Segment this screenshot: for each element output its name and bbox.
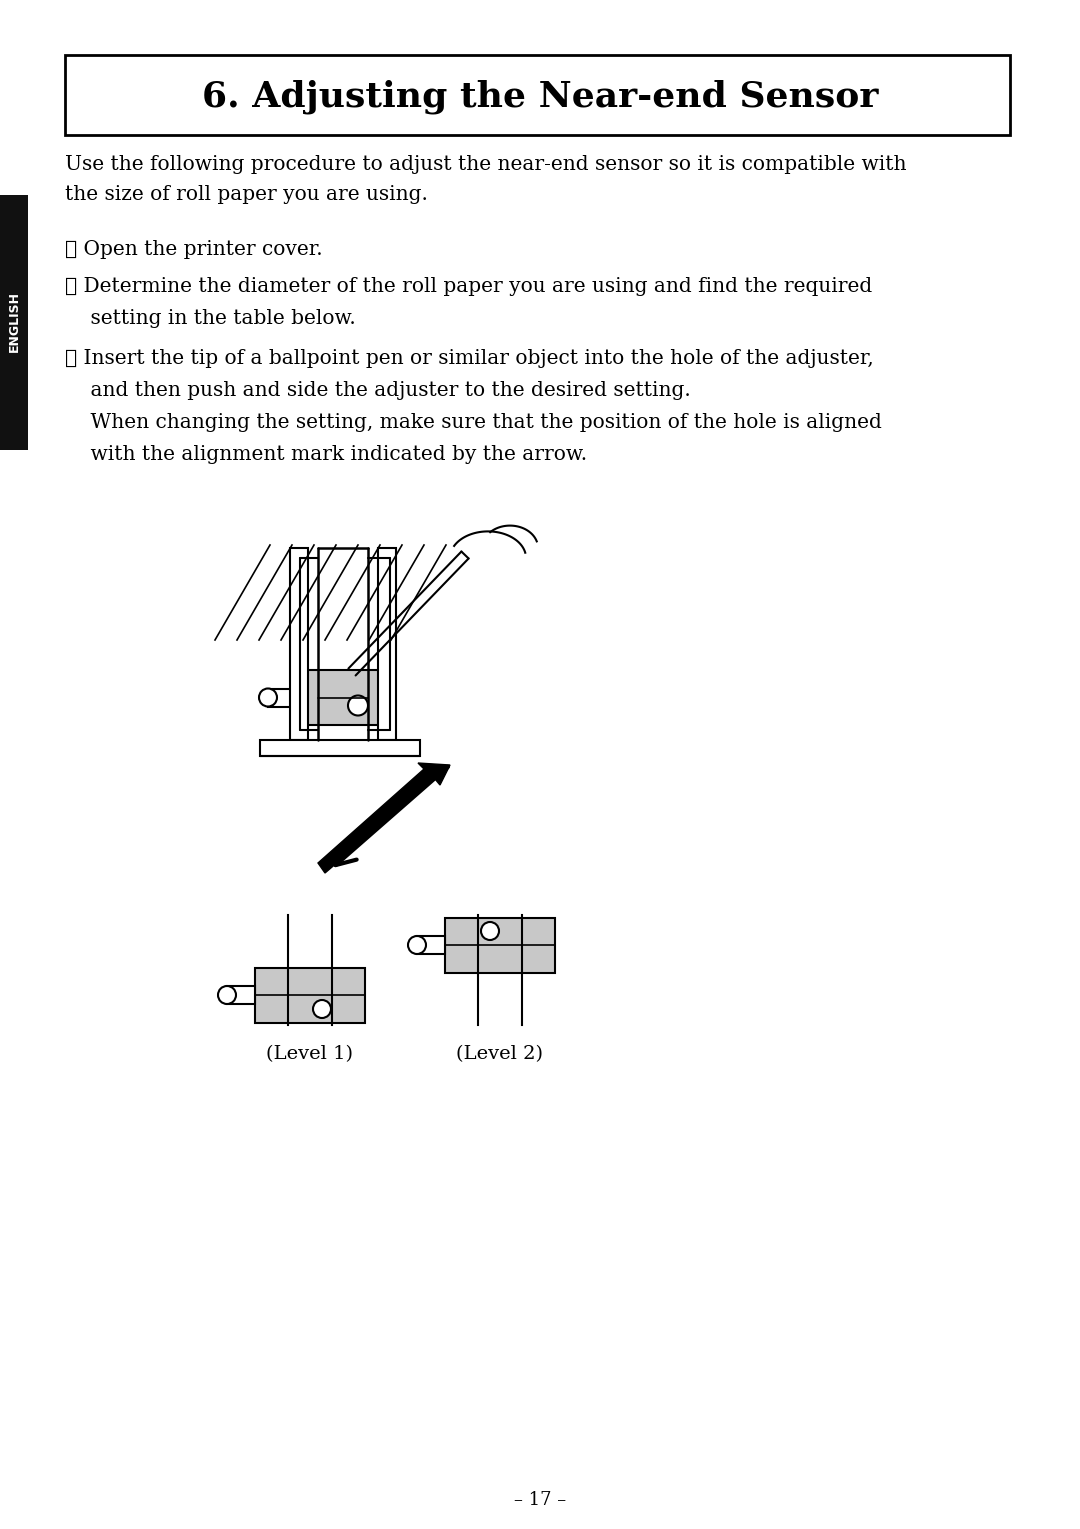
Text: ENGLISH: ENGLISH xyxy=(8,292,21,353)
Text: – 17 –: – 17 – xyxy=(514,1491,566,1509)
Bar xyxy=(227,986,255,1005)
Text: ① Open the printer cover.: ① Open the printer cover. xyxy=(65,240,323,258)
Text: (Level 2): (Level 2) xyxy=(457,1044,543,1063)
Bar xyxy=(291,547,308,740)
Bar xyxy=(298,670,392,725)
Circle shape xyxy=(348,696,368,716)
Text: When changing the setting, make sure that the position of the hole is aligned: When changing the setting, make sure tha… xyxy=(65,413,882,433)
Bar xyxy=(378,547,396,740)
Text: with the alignment mark indicated by the arrow.: with the alignment mark indicated by the… xyxy=(65,445,588,463)
Bar xyxy=(260,740,420,755)
Text: ③ Insert the tip of a ballpoint pen or similar object into the hole of the adjus: ③ Insert the tip of a ballpoint pen or s… xyxy=(65,349,874,368)
Text: ② Determine the diameter of the roll paper you are using and find the required: ② Determine the diameter of the roll pap… xyxy=(65,277,873,297)
Text: the size of roll paper you are using.: the size of roll paper you are using. xyxy=(65,185,428,203)
Text: setting in the table below.: setting in the table below. xyxy=(65,309,355,329)
Circle shape xyxy=(218,986,237,1005)
Bar xyxy=(445,917,555,972)
Circle shape xyxy=(313,1000,330,1018)
Text: and then push and side the adjuster to the desired setting.: and then push and side the adjuster to t… xyxy=(65,381,691,401)
Bar xyxy=(268,688,300,706)
Bar xyxy=(65,55,1010,135)
Bar xyxy=(0,196,28,450)
Text: (Level 1): (Level 1) xyxy=(267,1044,353,1063)
Circle shape xyxy=(408,936,426,954)
Text: Use the following procedure to adjust the near-end sensor so it is compatible wi: Use the following procedure to adjust th… xyxy=(65,154,906,174)
Bar xyxy=(417,936,445,954)
Text: 6. Adjusting the Near-end Sensor: 6. Adjusting the Near-end Sensor xyxy=(202,80,878,115)
Circle shape xyxy=(259,688,276,706)
Polygon shape xyxy=(318,763,450,873)
Circle shape xyxy=(481,922,499,940)
Bar xyxy=(255,968,365,1023)
